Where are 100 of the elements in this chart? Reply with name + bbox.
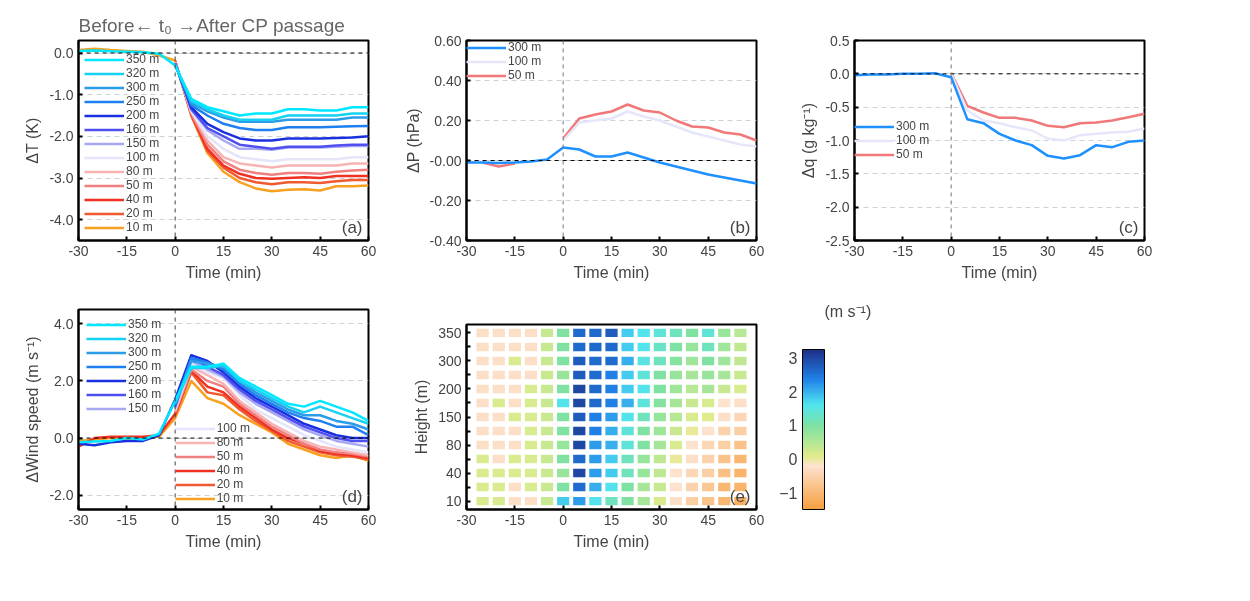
y-tick-label: 0.20 xyxy=(434,112,462,129)
x-axis-title: Time (min) xyxy=(573,263,650,281)
legend-label: 100 m xyxy=(216,421,251,435)
x-tick-label: 0 xyxy=(559,511,568,528)
legend-label: 320 m xyxy=(128,331,162,345)
y-tick-label: 0.0 xyxy=(54,45,74,61)
x-axis-title: Time (min) xyxy=(185,532,262,550)
y-tick-label: 0.5 xyxy=(830,32,850,49)
x-tick-label: 30 xyxy=(264,242,280,259)
y-tick-label: 10 xyxy=(445,493,462,510)
x-tick-label: 15 xyxy=(215,511,232,528)
y-axis-title: ΔWind speed (m s⁻¹) xyxy=(24,336,42,483)
x-tick-label: 60 xyxy=(1136,242,1153,259)
x-tick-label: 45 xyxy=(312,511,329,528)
y-tick-label: -2.0 xyxy=(49,487,74,504)
legend-label: 250 m xyxy=(128,359,162,373)
x-tick-label: -15 xyxy=(504,511,526,528)
x-tick-label: -30 xyxy=(456,511,477,528)
x-tick-label: -15 xyxy=(116,511,138,528)
x-tick-label: 45 xyxy=(700,511,717,528)
legend-label: 150 m xyxy=(128,401,162,415)
legend-label: 160 m xyxy=(126,122,160,136)
legend-label: 50 m xyxy=(896,147,923,161)
color-bar-label: −1 xyxy=(779,484,798,502)
y-tick-label: 150 xyxy=(438,409,462,425)
legend-label: 100 m xyxy=(896,133,930,147)
y-tick-label: 2.0 xyxy=(54,372,74,389)
x-tick-label: -15 xyxy=(504,242,526,259)
y-tick-label: -2.0 xyxy=(49,128,74,145)
x-tick-label: 0 xyxy=(171,242,180,259)
x-tick-label: 15 xyxy=(603,511,620,528)
color-bar-label: 3 xyxy=(788,349,798,367)
color-bar-label: 1 xyxy=(788,417,798,435)
legend-label: 150 m xyxy=(126,136,160,150)
x-tick-label: -30 xyxy=(68,511,89,528)
y-tick-label: -1.5 xyxy=(825,165,850,182)
x-tick-label: 60 xyxy=(360,511,377,528)
legend-label: 350 m xyxy=(126,52,160,66)
y-tick-label: -3.0 xyxy=(49,170,74,186)
x-axis-title: Time (min) xyxy=(573,532,650,550)
y-axis-title: ΔP (hPa) xyxy=(404,108,422,173)
legend-label: 100 m xyxy=(126,150,160,164)
y-tick-label: 80 xyxy=(445,437,462,454)
y-tick-label: 0.40 xyxy=(434,72,462,89)
legend-label: 10 m xyxy=(216,491,244,505)
x-tick-label: 15 xyxy=(603,242,620,259)
x-tick-label: 45 xyxy=(312,242,329,259)
legend-label: 350 m xyxy=(128,317,162,331)
color-bar-label: 0 xyxy=(788,450,798,468)
x-axis-title: Time (min) xyxy=(961,263,1038,281)
y-tick-label: -0.20 xyxy=(429,192,462,209)
color-bar-title: (m s⁻¹) xyxy=(824,302,872,320)
x-tick-label: 0 xyxy=(559,242,568,259)
legend-label: 300 m xyxy=(508,40,542,54)
legend-label: 20 m xyxy=(216,477,244,491)
y-tick-label: -2.0 xyxy=(825,199,850,216)
y-tick-label: -4.0 xyxy=(49,211,74,228)
y-tick-label: 40 xyxy=(445,465,462,482)
color-bar-label: 2 xyxy=(788,383,798,401)
x-tick-label: 0 xyxy=(947,242,956,259)
y-axis-title: Δq (g kg⁻¹) xyxy=(800,102,818,179)
legend-label: 300 m xyxy=(128,345,162,359)
legend-label: 300 m xyxy=(896,119,930,133)
chart-title: Before← t₀ →After CP passage xyxy=(78,14,345,36)
y-tick-label: -1.0 xyxy=(49,86,74,103)
legend-label: 40 m xyxy=(126,192,153,206)
y-tick-label: 0.60 xyxy=(434,32,462,49)
x-tick-label: 60 xyxy=(748,242,765,259)
x-tick-label: 30 xyxy=(652,242,668,259)
x-tick-label: 30 xyxy=(264,511,280,528)
annotation: (c) xyxy=(1118,217,1139,237)
annotation: (d) xyxy=(341,486,363,506)
x-tick-label: 30 xyxy=(1040,242,1056,259)
y-tick-label: 200 xyxy=(438,380,462,397)
legend-label: 20 m xyxy=(126,206,153,220)
x-tick-label: -30 xyxy=(68,242,89,259)
legend-label: 50 m xyxy=(508,68,535,82)
x-tick-label: 15 xyxy=(215,242,232,259)
y-tick-label: -2.5 xyxy=(825,232,850,249)
y-tick-label: 0.0 xyxy=(54,430,74,447)
x-tick-label: 45 xyxy=(1088,242,1105,259)
x-tick-label: -15 xyxy=(892,242,914,259)
legend-label: 300 m xyxy=(126,80,160,94)
legend-label: 40 m xyxy=(216,463,244,477)
legend-label: 200 m xyxy=(126,108,160,122)
y-tick-label: 300 xyxy=(438,352,462,369)
legend-label: 100 m xyxy=(508,54,542,68)
y-tick-label: -1.0 xyxy=(825,132,850,149)
y-tick-label: 350 xyxy=(438,324,462,341)
x-tick-label: 60 xyxy=(748,511,765,528)
x-tick-label: -15 xyxy=(116,242,138,259)
legend-label: 320 m xyxy=(126,66,160,80)
legend-label: 50 m xyxy=(126,178,153,192)
y-tick-label: -0.00 xyxy=(429,152,462,169)
y-tick-label: -0.5 xyxy=(825,99,850,116)
x-axis-title: Time (min) xyxy=(185,263,262,281)
annotation: (b) xyxy=(729,217,751,237)
legend-label: 10 m xyxy=(126,220,153,234)
legend-label: 250 m xyxy=(126,94,160,108)
x-tick-label: 60 xyxy=(360,242,377,259)
